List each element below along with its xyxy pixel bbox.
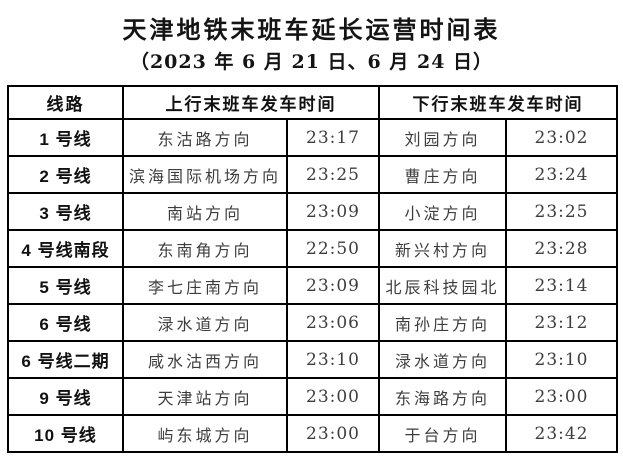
col-header-down: 下行末班车发车时间 bbox=[378, 85, 618, 120]
table-row: 1 号线 东沽路方向 23:17 刘园方向 23:02 bbox=[7, 118, 618, 157]
down-direction: 渌水道方向 bbox=[378, 340, 507, 379]
up-direction: 天津站方向 bbox=[122, 377, 288, 416]
up-time: 23:09 bbox=[286, 266, 380, 305]
down-time: 23:02 bbox=[505, 118, 618, 157]
line-name: 3 号线 bbox=[7, 192, 124, 231]
table-row: 3 号线 南站方向 23:09 小淀方向 23:25 bbox=[7, 192, 618, 231]
table-row: 6 号线 渌水道方向 23:06 南孙庄方向 23:12 bbox=[7, 303, 618, 342]
metro-timetable: 线路 上行末班车发车时间 下行末班车发车时间 1 号线 东沽路方向 23:17 … bbox=[7, 85, 618, 453]
up-time: 23:17 bbox=[286, 118, 380, 157]
col-header-up: 上行末班车发车时间 bbox=[122, 85, 380, 120]
down-time: 23:24 bbox=[505, 155, 618, 194]
up-direction: 东南角方向 bbox=[122, 229, 288, 268]
up-time: 23:25 bbox=[286, 155, 380, 194]
line-name: 4 号线南段 bbox=[7, 229, 124, 268]
down-direction: 东海路方向 bbox=[378, 377, 507, 416]
up-time: 23:09 bbox=[286, 192, 380, 231]
table-row: 10 号线 屿东城方向 23:00 于台方向 23:42 bbox=[7, 414, 618, 453]
table-row: 2 号线 滨海国际机场方向 23:25 曹庄方向 23:24 bbox=[7, 155, 618, 194]
timetable-body: 1 号线 东沽路方向 23:17 刘园方向 23:02 2 号线 滨海国际机场方… bbox=[7, 118, 618, 453]
up-direction: 东沽路方向 bbox=[122, 118, 288, 157]
line-name: 9 号线 bbox=[7, 377, 124, 416]
up-time: 23:06 bbox=[286, 303, 380, 342]
table-row: 4 号线南段 东南角方向 22:50 新兴村方向 23:28 bbox=[7, 229, 618, 268]
down-time: 23:10 bbox=[505, 340, 618, 379]
header-row: 线路 上行末班车发车时间 下行末班车发车时间 bbox=[7, 85, 618, 120]
up-direction: 屿东城方向 bbox=[122, 414, 288, 453]
up-time: 22:50 bbox=[286, 229, 380, 268]
up-direction: 渌水道方向 bbox=[122, 303, 288, 342]
down-time: 23:14 bbox=[505, 266, 618, 305]
down-direction: 曹庄方向 bbox=[378, 155, 507, 194]
line-name: 2 号线 bbox=[7, 155, 124, 194]
up-time: 23:00 bbox=[286, 414, 380, 453]
down-time: 23:42 bbox=[505, 414, 618, 453]
up-time: 23:00 bbox=[286, 377, 380, 416]
up-direction: 李七庄南方向 bbox=[122, 266, 288, 305]
up-direction: 南站方向 bbox=[122, 192, 288, 231]
down-direction: 北辰科技园北 bbox=[378, 266, 507, 305]
table-row: 6 号线二期 咸水沽西方向 23:10 渌水道方向 23:10 bbox=[7, 340, 618, 379]
down-time: 23:25 bbox=[505, 192, 618, 231]
up-direction: 咸水沽西方向 bbox=[122, 340, 288, 379]
up-direction: 滨海国际机场方向 bbox=[122, 155, 288, 194]
down-direction: 南孙庄方向 bbox=[378, 303, 507, 342]
page-subtitle: （2023 年 6 月 21 日、6 月 24 日） bbox=[129, 51, 494, 73]
line-name: 1 号线 bbox=[7, 118, 124, 157]
line-name: 10 号线 bbox=[7, 414, 124, 453]
down-direction: 于台方向 bbox=[378, 414, 507, 453]
down-time: 23:00 bbox=[505, 377, 618, 416]
down-direction: 新兴村方向 bbox=[378, 229, 507, 268]
table-row: 5 号线 李七庄南方向 23:09 北辰科技园北 23:14 bbox=[7, 266, 618, 305]
col-header-line: 线路 bbox=[7, 85, 124, 120]
line-name: 6 号线二期 bbox=[7, 340, 124, 379]
down-direction: 小淀方向 bbox=[378, 192, 507, 231]
line-name: 6 号线 bbox=[7, 303, 124, 342]
page-title: 天津地铁末班车延长运营时间表 bbox=[122, 15, 501, 44]
down-direction: 刘园方向 bbox=[378, 118, 507, 157]
table-row: 9 号线 天津站方向 23:00 东海路方向 23:00 bbox=[7, 377, 618, 416]
up-time: 23:10 bbox=[286, 340, 380, 379]
line-name: 5 号线 bbox=[7, 266, 124, 305]
down-time: 23:12 bbox=[505, 303, 618, 342]
down-time: 23:28 bbox=[505, 229, 618, 268]
